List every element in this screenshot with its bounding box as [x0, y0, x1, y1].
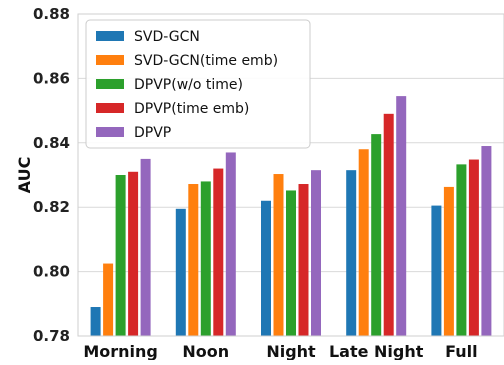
- bar-svd-gcn-noon: [175, 208, 186, 336]
- x-tick-label: Full: [445, 342, 478, 360]
- x-tick-label: Late Night: [329, 342, 424, 360]
- bar-dpvp-time-emb--noon: [213, 168, 224, 336]
- bar-dpvp-w-o-time--noon: [200, 181, 211, 336]
- bar-dpvp-w-o-time--morning: [115, 175, 126, 336]
- bar-dpvp-night: [311, 170, 321, 336]
- bar-svd-gcn-time-emb--late-night: [358, 149, 369, 336]
- plot-frame: [77, 13, 504, 337]
- bar-dpvp-w-o-time--night: [286, 190, 296, 336]
- legend-swatch: [96, 79, 124, 89]
- bar-dpvp-morning: [140, 158, 151, 336]
- y-tick-label: 0.84: [33, 134, 70, 152]
- bar-svd-gcn-time-emb--noon: [188, 184, 199, 336]
- bar-dpvp-w-o-time--full: [456, 164, 467, 336]
- legend: SVD-GCN SVD-GCN(time emb) DPVP(w/o time) DP…: [85, 19, 311, 149]
- x-tick-label: Morning: [83, 342, 158, 360]
- x-tick-labels: Morning Noon Night Late Night Full: [83, 342, 478, 361]
- bar-dpvp-noon: [225, 152, 236, 336]
- y-tick-label: 0.82: [33, 198, 70, 216]
- y-tick-label: 0.88: [33, 5, 70, 23]
- x-tick-label: Noon: [182, 342, 229, 360]
- bar-dpvp-time-emb--full: [468, 159, 479, 336]
- bar-svd-gcn-time-emb--full: [443, 186, 454, 336]
- legend-label: SVD-GCN(time emb): [134, 53, 278, 69]
- bar-svd-gcn-morning: [90, 307, 101, 336]
- y-axis-title: AUC: [15, 157, 34, 194]
- legend-swatch: [96, 31, 124, 41]
- bar-dpvp-time-emb--morning: [128, 171, 139, 336]
- bar-svd-gcn-full: [431, 205, 442, 336]
- y-tick-label: 0.78: [33, 327, 70, 345]
- bar-svd-gcn-late-night: [346, 170, 357, 336]
- bar-dpvp-late-night: [396, 96, 407, 336]
- bar-svd-gcn-time-emb--morning: [103, 263, 114, 336]
- bar-dpvp-full: [481, 146, 492, 336]
- legend-swatch: [96, 55, 124, 65]
- legend-label: DPVP(time emb): [134, 101, 249, 117]
- bar-dpvp-time-emb--night: [298, 184, 309, 336]
- y-tick-label: 0.86: [33, 69, 70, 87]
- legend-label: SVD-GCN: [134, 29, 200, 45]
- bar-svd-gcn-time-emb--night: [273, 174, 284, 336]
- bar-dpvp-time-emb--late-night: [383, 113, 394, 336]
- legend-label: DPVP: [134, 125, 171, 141]
- bar-layer: [90, 96, 492, 336]
- legend-box: [85, 19, 311, 149]
- y-tick-label: 0.80: [33, 263, 70, 281]
- legend-label: DPVP(w/o time): [134, 77, 243, 93]
- x-tick-label: Night: [266, 342, 316, 360]
- legend-swatch: [96, 103, 124, 113]
- y-tick-labels: 0.78 0.80 0.82 0.84 0.86 0.88: [33, 5, 70, 345]
- bar-svd-gcn-night: [261, 200, 271, 336]
- legend-swatch: [96, 127, 124, 137]
- bar-dpvp-w-o-time--late-night: [371, 134, 382, 336]
